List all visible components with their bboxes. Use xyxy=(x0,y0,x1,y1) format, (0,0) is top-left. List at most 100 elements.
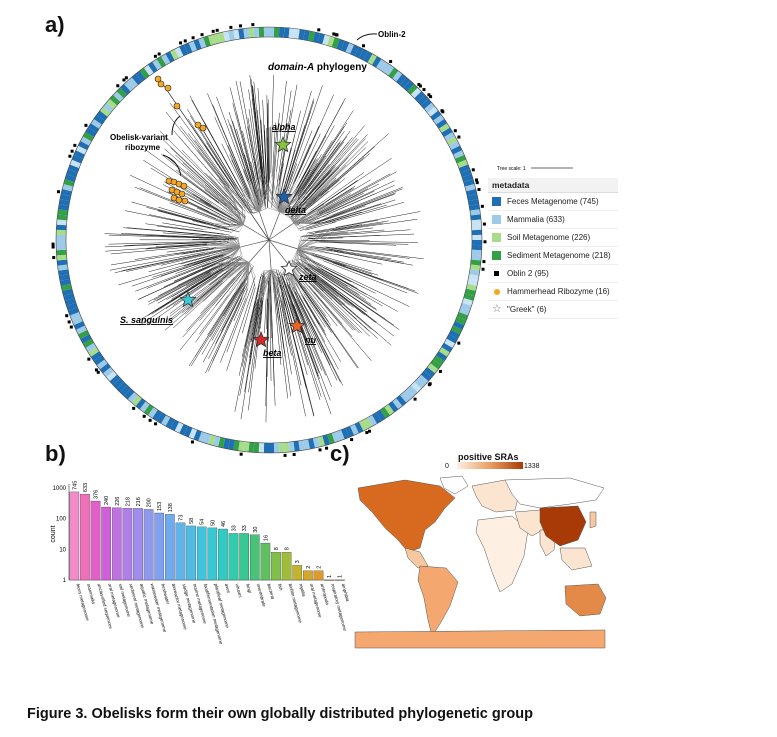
ring-segment xyxy=(69,311,81,321)
bar xyxy=(122,508,133,581)
tree-branch xyxy=(227,247,241,272)
tree-leaf xyxy=(317,185,395,220)
tree-branch xyxy=(293,187,309,224)
oblin-marker xyxy=(477,188,481,192)
tree-leaf xyxy=(195,236,237,239)
ring-segment xyxy=(165,417,175,429)
tree-leaf xyxy=(295,262,346,305)
tree-branch xyxy=(210,246,240,257)
bar-value-label: 240 xyxy=(104,496,110,505)
tree-branch xyxy=(216,247,241,277)
tree-branch xyxy=(243,224,270,241)
tree-leaf xyxy=(234,158,251,196)
ring-segment xyxy=(66,169,78,178)
tree-leaf xyxy=(258,300,263,334)
bar-value-label: 8 xyxy=(285,547,291,550)
tree-branch xyxy=(270,269,282,295)
ring-segment xyxy=(188,40,198,52)
category-label: invertebrate xyxy=(256,583,267,608)
category-label: fish xyxy=(277,583,284,592)
tree-leaf xyxy=(163,257,231,288)
tree-branch xyxy=(293,211,317,224)
tree-leaf xyxy=(165,111,230,191)
ring-outline xyxy=(55,26,483,454)
ring-segment xyxy=(471,229,482,236)
tree-leaf xyxy=(294,135,327,194)
ring-segment xyxy=(165,51,175,63)
tree-leaf xyxy=(153,263,224,301)
tree-leaf xyxy=(201,266,254,355)
ring-segment xyxy=(93,355,105,366)
tree-leaf xyxy=(278,134,296,199)
ring-segment xyxy=(59,279,71,286)
tree-leaf xyxy=(110,243,222,255)
ribozyme-marker xyxy=(157,80,165,88)
tree-leaf xyxy=(312,255,416,292)
category-label: viruses xyxy=(235,583,244,599)
tree-branch xyxy=(297,248,313,262)
tree-leaf xyxy=(221,286,246,332)
tree-leaf xyxy=(215,272,243,306)
ring-segment xyxy=(464,288,476,296)
ring-segment xyxy=(73,321,85,330)
tree-leaf xyxy=(184,200,226,221)
tree-leaf xyxy=(276,162,284,200)
tree-leaf xyxy=(298,133,321,179)
tree-leaf xyxy=(313,133,389,201)
tree-leaf xyxy=(297,130,345,199)
tree-leaf xyxy=(249,282,263,358)
tree-leaf xyxy=(240,307,259,420)
ring-segment xyxy=(446,334,458,344)
metadata-legend: metadata Feces Metagenome (745) Mammalia … xyxy=(488,178,618,319)
tree-leaf xyxy=(278,123,291,187)
tree-leaf xyxy=(323,199,396,223)
map-region-antarctica xyxy=(354,629,606,649)
ring-segment xyxy=(462,298,474,306)
legend-item: Hammerhead Ribozyme (16) xyxy=(488,283,618,301)
tree-leaf xyxy=(175,263,216,281)
tree-leaf xyxy=(319,183,380,215)
tree-branch xyxy=(250,182,260,212)
tree-leaf xyxy=(187,255,217,266)
ring-segment xyxy=(213,33,221,45)
tree-leaf xyxy=(321,275,386,320)
tree-leaf xyxy=(293,141,345,208)
ring-segment xyxy=(71,154,83,164)
tree-leaf xyxy=(307,263,366,300)
tree-branch xyxy=(261,269,272,274)
tree-leaf xyxy=(158,210,207,224)
tree-branch xyxy=(259,208,266,212)
tree-leaf xyxy=(271,127,277,201)
y-tick-label: 1000 xyxy=(53,486,67,492)
ring-segment xyxy=(170,49,180,61)
oblin-marker xyxy=(229,25,233,29)
tree-branch xyxy=(267,207,280,213)
tree-branch xyxy=(279,211,292,218)
tree-branch xyxy=(278,208,281,213)
oblin-marker xyxy=(365,431,369,435)
tree-leaf xyxy=(160,247,238,266)
ring-segment xyxy=(376,59,386,71)
oblin-marker xyxy=(457,135,461,139)
bar xyxy=(111,507,122,581)
ring-segment xyxy=(120,84,131,95)
tree-leaf xyxy=(155,243,208,247)
legend-label: Mammalia (633) xyxy=(507,215,565,224)
tree-branch xyxy=(251,211,260,214)
tree-leaf xyxy=(205,285,248,374)
tree-branch xyxy=(293,197,301,224)
ring-segment xyxy=(367,53,377,66)
ring-segment xyxy=(193,429,202,441)
circle-icon xyxy=(494,288,500,295)
tree-leaf xyxy=(297,168,315,195)
ring-segment xyxy=(258,442,265,453)
oblin-marker xyxy=(475,181,479,185)
tree-leaf xyxy=(185,280,224,315)
oblin-marker xyxy=(317,28,321,32)
ring-segment xyxy=(273,442,280,453)
tree-branch xyxy=(293,222,299,230)
ring-segment xyxy=(441,342,453,353)
bar-value-label: 8 xyxy=(274,547,280,550)
tree-branch xyxy=(218,203,244,225)
